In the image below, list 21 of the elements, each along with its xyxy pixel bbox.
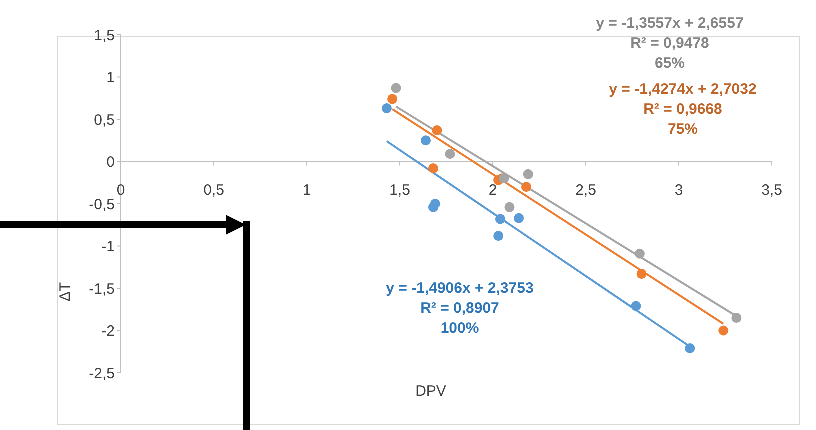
x-tick-label: 0,5	[204, 182, 224, 199]
annotation: y = -1,4906x + 2,3753 R² = 0,8907 100%	[386, 280, 534, 337]
y-tick-label: -1,5	[89, 280, 115, 298]
y-axis-title: ΔT	[57, 282, 74, 302]
y-tick-label: 0	[106, 154, 115, 171]
annotation: y = -1,4274x + 2,7032 R² = 0,9668 75%	[609, 81, 757, 138]
x-tick-label: 1	[302, 182, 312, 199]
y-tick-label: -2,5	[89, 365, 115, 382]
y-tick-label: 0,5	[94, 112, 115, 129]
y-tick-label: -1	[102, 238, 115, 256]
y-tick-label: -0,5	[89, 196, 115, 214]
y-tick-label: 1	[106, 70, 115, 86]
y-tick-label: 1,5	[94, 27, 115, 44]
x-tick-label: 3,5	[762, 182, 782, 199]
x-tick-label: 2	[488, 182, 498, 199]
x-tick-label: 2,5	[576, 182, 596, 199]
y-tick-label: -2	[102, 323, 115, 340]
annotation: y = -1,3557x + 2,6557 R² = 0,9478 65%	[596, 15, 744, 72]
x-tick-label: 1,5	[390, 182, 410, 199]
x-tick-label: 3	[674, 182, 684, 199]
x-axis-title: DPV	[416, 383, 446, 400]
